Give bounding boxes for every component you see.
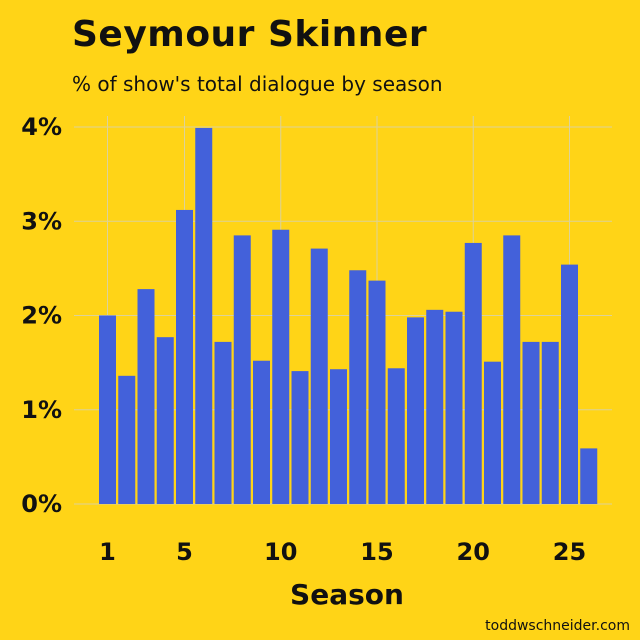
x-tick-label: 25 [553,538,586,566]
bar-season-23 [522,341,540,504]
bar-season-26 [580,448,598,504]
bar-season-24 [541,341,559,504]
bar-season-14 [349,270,367,504]
bar-season-19 [445,311,463,504]
bar-season-7 [214,341,232,504]
y-tick-label: 2% [21,302,62,330]
bar-season-4 [156,337,174,504]
bar-season-11 [291,371,309,504]
chart-subtitle: % of show's total dialogue by season [72,72,443,96]
y-axis: 0% 1% 2% 3% 4% [21,113,62,518]
chart-title: Seymour Skinner [72,14,428,55]
bar-season-2 [118,375,136,504]
bar-season-20 [464,242,482,505]
bar-season-10 [272,229,290,505]
y-tick-label: 4% [21,113,62,141]
x-tick-label: 10 [264,538,297,566]
bar-season-22 [503,235,521,504]
bar-season-18 [426,309,444,504]
bar-season-21 [484,361,501,504]
y-tick-label: 1% [21,396,62,424]
x-tick-label: 15 [360,538,393,566]
bar-season-16 [387,368,405,504]
x-axis-title: Season [290,578,404,611]
bar-season-12 [310,248,328,504]
bar-layer [99,127,598,505]
y-tick-label: 3% [21,207,62,235]
credit-label: toddwschneider.com [485,618,630,634]
x-tick-label: 1 [99,538,116,566]
bar-season-25 [561,264,578,504]
bar-season-6 [195,127,213,504]
x-axis: 1 5 10 15 20 25 [99,538,586,566]
bar-season-8 [233,235,251,504]
bar-season-13 [330,369,347,504]
x-tick-label: 5 [176,538,193,566]
bar-season-5 [176,209,193,504]
y-tick-label: 0% [21,490,62,518]
x-tick-label: 20 [457,538,490,566]
bar-season-1 [99,315,116,504]
bar-season-9 [253,360,270,504]
bar-season-15 [368,280,386,504]
bar-season-17 [407,317,424,504]
bar-season-3 [137,289,155,504]
